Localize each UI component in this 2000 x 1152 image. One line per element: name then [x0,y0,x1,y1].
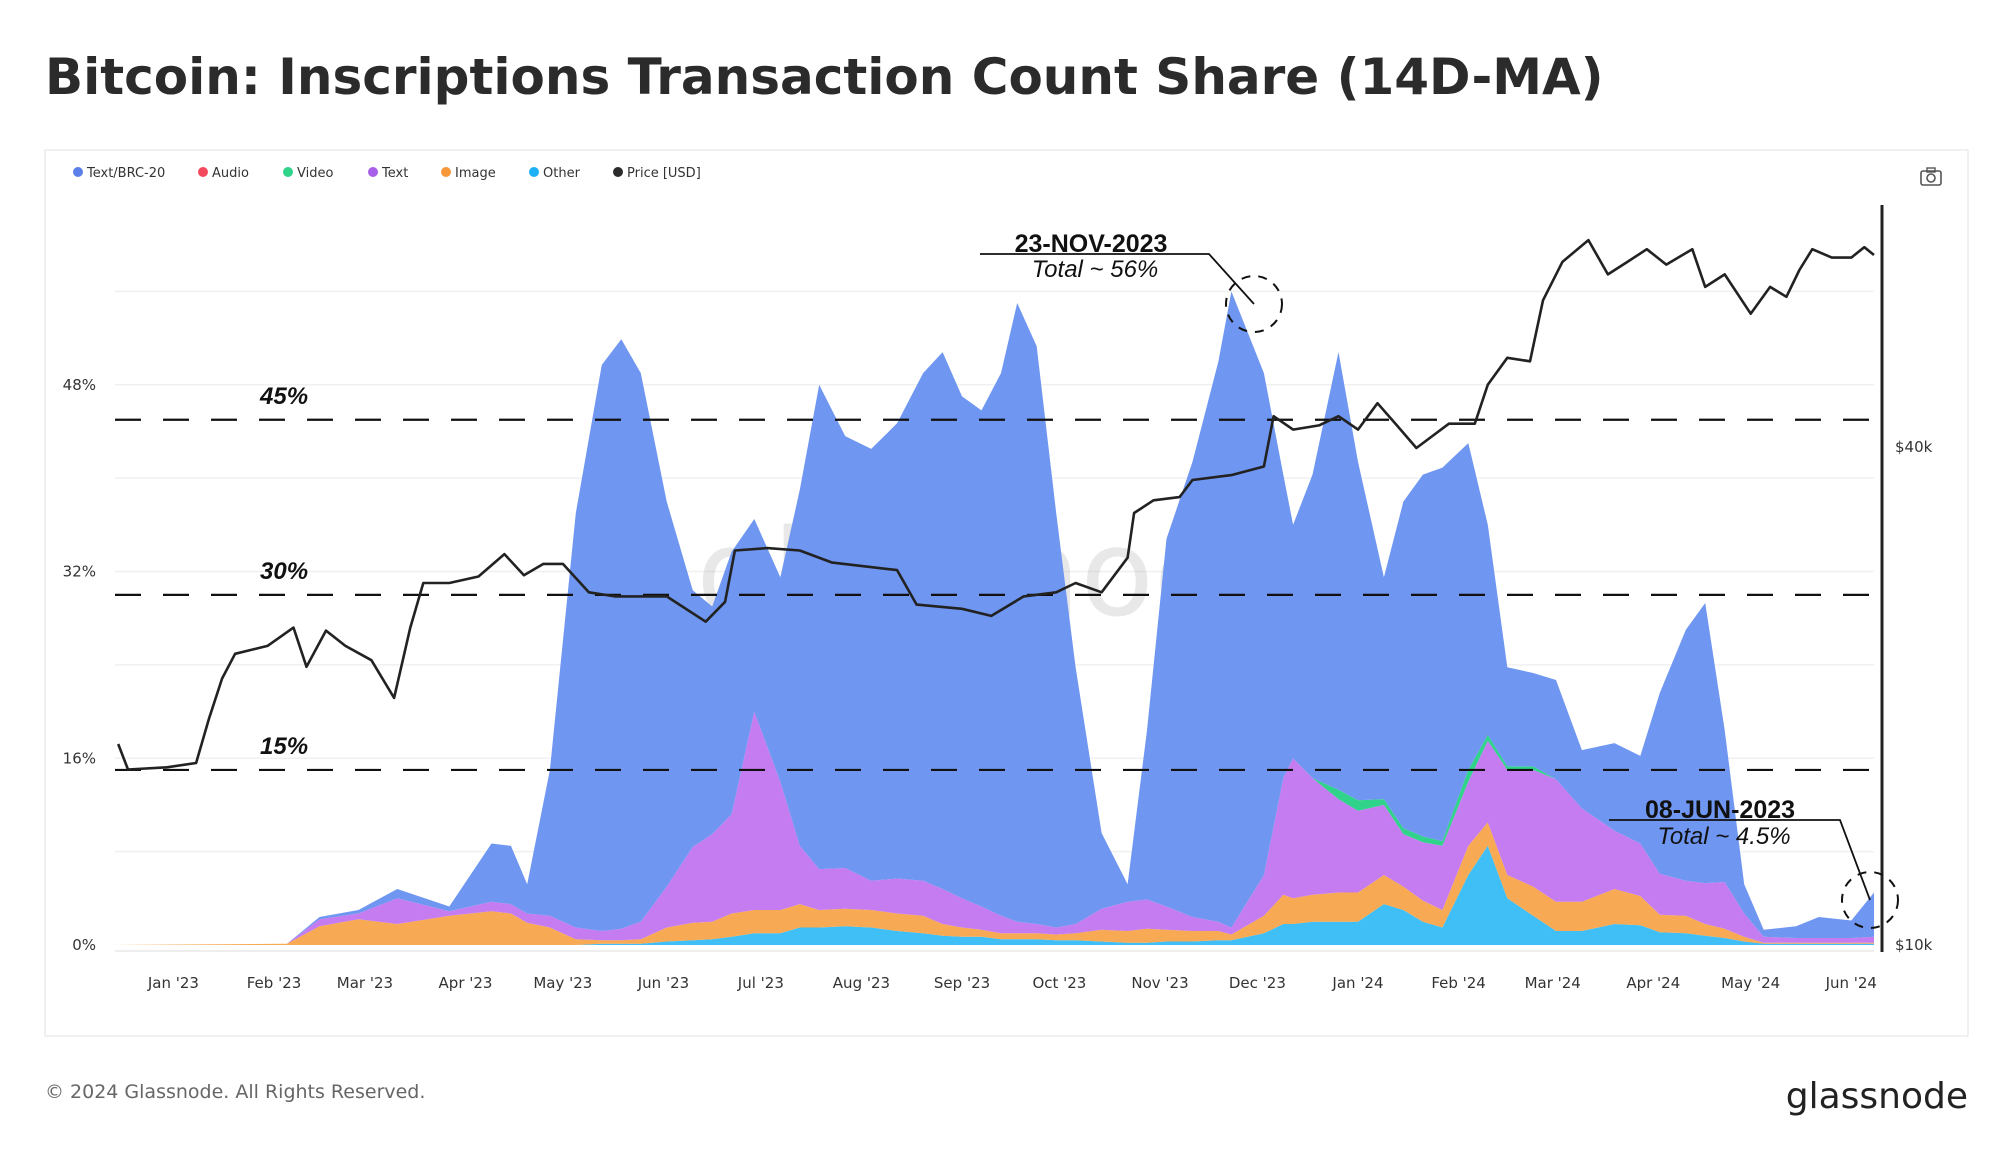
annotation-value: Total ~ 4.5% [1657,823,1790,850]
legend-item-audio[interactable]: Audio [198,166,249,181]
legend-dot [283,167,293,177]
legend-label: Text [381,166,408,181]
x-tick-label: Aug '23 [833,974,890,992]
y-tick-label: 48% [63,376,96,394]
legend-item-video[interactable]: Video [283,166,333,181]
legend-label: Video [297,166,333,181]
camera-icon[interactable] [1920,167,1942,186]
legend-label: Price [USD] [627,166,701,181]
area-text [115,711,1874,945]
x-tick-label: Jul '23 [737,974,784,992]
copyright-text: © 2024 Glassnode. All Rights Reserved. [45,1081,425,1103]
annotation-leader-line [980,253,1255,305]
area-other [115,845,1874,945]
x-tick-label: Sep '23 [934,974,990,992]
legend-item-text[interactable]: Text [368,166,408,181]
legend-item-price-usd-[interactable]: Price [USD] [613,166,701,181]
legend-label: Audio [212,166,249,181]
legend-item-text-brc-20[interactable]: Text/BRC-20 [73,166,165,181]
y2-tick-label: $10k [1895,936,1933,954]
annotation-date: 08-JUN-2023 [1645,796,1795,824]
legend-item-other[interactable]: Other [529,166,581,181]
reference-lines: 45% 30% 15% [115,383,1874,772]
price-series [116,238,1875,771]
x-tick-label: Apr '24 [1626,974,1680,992]
annotation-circle [1225,275,1283,333]
legend-dot [73,167,83,177]
axis-ticks: 0% 16% 32% 48% $10k $40k Jan '23 Feb '23 Mar '23… [63,376,1933,992]
legend-dot [441,167,451,177]
area-image [115,822,1874,945]
legend-dot [613,167,623,177]
reference-line-label: 45% [259,383,308,410]
price-line [116,238,1875,771]
x-tick-label: Jun '24 [1825,974,1877,992]
reference-line-label: 15% [260,733,308,760]
x-tick-label: Feb '23 [247,974,302,992]
x-tick-label: Nov '23 [1131,974,1188,992]
x-tick-label: Oct '23 [1032,974,1086,992]
annotation-value: Total ~ 56% [1032,256,1159,283]
x-tick-label: May '24 [1721,974,1780,992]
page-title: Bitcoin: Inscriptions Transaction Count … [45,48,1604,106]
legend-dot [198,167,208,177]
x-tick-label: Mar '23 [337,974,393,992]
x-tick-label: Mar '24 [1525,974,1581,992]
y-tick-label: 32% [63,563,96,581]
y2-tick-label: $40k [1895,438,1933,456]
x-tick-label: Apr '23 [439,974,493,992]
x-tick-label: Jan '23 [147,974,199,992]
legend: Text/BRC-20 Audio Video Text Image Other Price… [73,166,701,181]
x-tick-label: May '23 [533,974,592,992]
legend-label: Other [543,166,581,181]
legend-label: Image [455,166,496,181]
legend-item-image[interactable]: Image [441,166,496,181]
x-tick-label: Feb '24 [1431,974,1486,992]
brand-logo: glassnode [1786,1076,1968,1117]
y-tick-label: 16% [63,749,96,767]
stacked-areas [115,291,1874,945]
x-tick-label: Jan '24 [1331,974,1383,992]
x-tick-label: Dec '23 [1229,974,1286,992]
annotation-date: 23-NOV-2023 [1015,230,1168,258]
legend-dot [368,167,378,177]
reference-line-label: 30% [260,558,308,585]
legend-dot [529,167,539,177]
y-tick-label: 0% [72,936,96,954]
annotation-circle [1841,871,1899,929]
area-text-brc-20 [115,291,1874,945]
x-tick-label: Jun '23 [637,974,689,992]
legend-label: Text/BRC-20 [86,166,165,181]
